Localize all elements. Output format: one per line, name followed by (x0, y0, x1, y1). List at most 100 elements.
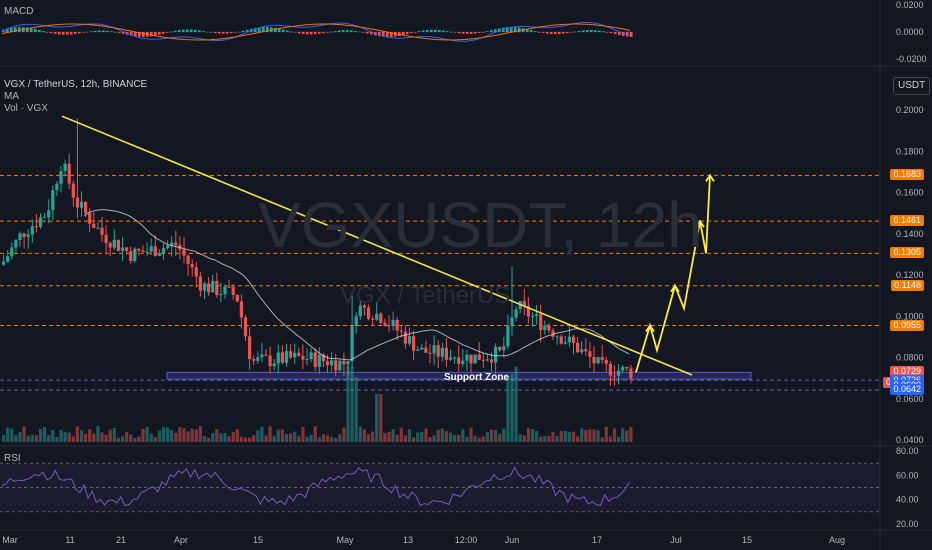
macd-histogram-bar (46, 32, 49, 33)
candle-body (38, 217, 43, 227)
macd-histogram-bar (326, 32, 329, 33)
volume-bar (59, 430, 63, 442)
candle-body (436, 345, 440, 357)
currency-button[interactable]: USDT (893, 77, 931, 95)
volume-bar (153, 437, 157, 442)
macd-histogram-bar (138, 32, 141, 37)
macd-histogram-bar (342, 30, 345, 32)
candle-body (457, 357, 461, 365)
candle-body (198, 276, 202, 291)
macd-histogram-bar (382, 32, 385, 37)
macd-histogram-bar (526, 29, 529, 32)
macd-histogram-bar (478, 32, 481, 33)
time-tick-label: 15 (253, 535, 263, 545)
candle-body (116, 239, 120, 251)
macd-histogram-bar (62, 32, 65, 35)
macd-histogram-bar (6, 28, 9, 32)
macd-histogram-bar (150, 32, 153, 37)
projection-path (635, 175, 711, 373)
volume-bar (444, 430, 448, 442)
macd-tick-label: 0.0200 (896, 0, 924, 10)
candle-body (580, 349, 584, 353)
volume-bar (120, 436, 125, 442)
macd-histogram-bar (110, 31, 113, 32)
macd-line (1, 21, 631, 42)
macd-histogram-bar (618, 32, 621, 36)
volume-bar (149, 433, 153, 442)
candle-body (63, 163, 67, 172)
volume-bar (133, 437, 137, 442)
macd-histogram-bar (602, 31, 605, 32)
macd-histogram-bar (402, 32, 405, 36)
volume-bar (407, 429, 412, 442)
macd-histogram-bar (366, 32, 369, 34)
candle-body (547, 325, 551, 331)
candle-body (399, 330, 403, 332)
macd-histogram-bar (378, 32, 381, 37)
candle-body (395, 319, 399, 331)
volume-bar (543, 436, 547, 442)
candle-body (543, 325, 547, 331)
macd-histogram-bar (330, 31, 333, 33)
time-tick-label: 21 (116, 535, 126, 545)
macd-histogram-bar (518, 27, 521, 32)
candle-body (576, 342, 580, 353)
rsi-title[interactable]: RSI (4, 453, 21, 464)
macd-histogram-bar (174, 30, 177, 32)
macd-histogram-bar (442, 30, 445, 32)
volume-bar (342, 427, 346, 442)
volume-bar (108, 429, 112, 442)
macd-histogram-bar (538, 32, 541, 33)
volume-bar (71, 436, 75, 442)
candle-body (14, 239, 18, 248)
volume-bar (55, 436, 59, 442)
macd-histogram-bar (10, 27, 13, 32)
macd-histogram-bar (246, 29, 249, 32)
macd-histogram-bar (134, 32, 137, 37)
volume-bar (215, 429, 219, 442)
candle-body (444, 347, 448, 360)
candle-body (379, 313, 383, 323)
candle-body (604, 360, 608, 364)
volume-bar (219, 433, 223, 442)
macd-histogram-bar (298, 32, 301, 34)
macd-histogram-bar (578, 30, 581, 32)
macd-title[interactable]: MACD (4, 6, 34, 17)
volume-indicator-label[interactable]: Vol · VGX (4, 103, 48, 114)
volume-bar (84, 433, 88, 442)
macd-histogram-bar (14, 27, 17, 32)
candle-body (174, 242, 178, 245)
candle-body (100, 227, 104, 235)
volume-bar (264, 435, 268, 442)
macd-histogram-bar (594, 30, 597, 32)
candle-body (2, 261, 6, 265)
symbol-title[interactable]: VGX / TetherUS, 12h, BINANCE (4, 79, 148, 90)
volume-bar (305, 436, 309, 442)
macd-histogram-bar (170, 31, 173, 33)
candle-body (375, 313, 379, 320)
volume-bar (395, 434, 399, 442)
volume-bar (518, 434, 522, 442)
volume-bar (235, 429, 239, 442)
macd-histogram-bar (194, 29, 197, 32)
volume-bar (629, 427, 633, 442)
macd-histogram-bar (234, 32, 237, 33)
macd-histogram-bar (494, 29, 497, 32)
volume-bar (79, 430, 84, 442)
ma-indicator-label[interactable]: MA (4, 91, 19, 102)
volume-bar (576, 436, 580, 442)
resistance-price-tag: 0.1305 (890, 247, 924, 259)
macd-histogram-bar (598, 30, 601, 32)
candle-body (412, 336, 416, 351)
volume-bar (104, 434, 108, 442)
candle-body (559, 336, 563, 344)
macd-tick-label: 0.0000 (896, 27, 924, 37)
resistance-price-tag: 0.1683 (890, 169, 924, 181)
macd-histogram-bar (86, 31, 89, 33)
macd-histogram-bar (486, 31, 489, 32)
candle-body (112, 239, 116, 248)
volume-bar (535, 430, 539, 442)
candle-body (473, 354, 477, 364)
volume-bar (465, 436, 469, 442)
candle-body (149, 246, 153, 252)
